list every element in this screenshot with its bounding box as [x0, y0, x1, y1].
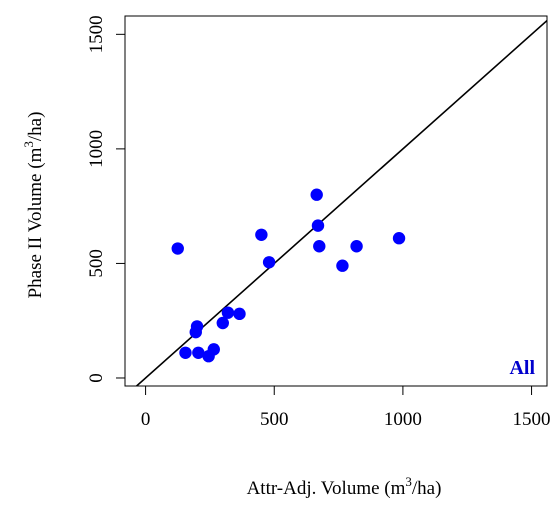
- data-point-1: [171, 242, 184, 255]
- x-axis-title-main: Attr-Adj. Volume (m: [247, 478, 406, 499]
- x-tick-label-1500: 1500: [513, 409, 551, 430]
- y-axis-title: Phase II Volume (m3/ha): [21, 112, 46, 299]
- data-point-17: [350, 240, 363, 253]
- data-point-2: [179, 346, 192, 359]
- data-point-14: [311, 219, 325, 232]
- x-tick-label-0: 0: [141, 409, 151, 430]
- plot-frame: [124, 15, 548, 387]
- data-point-13: [310, 188, 323, 201]
- data-points: [171, 188, 406, 363]
- y-tick-label-1500: 1500: [86, 15, 107, 53]
- data-point-11: [255, 228, 268, 241]
- data-point-10: [233, 307, 246, 321]
- data-point-5: [192, 346, 205, 359]
- data-point-16: [336, 259, 349, 272]
- y-tick-label-0: 0: [86, 373, 107, 383]
- y-axis-title-main: Phase II Volume (m: [25, 147, 46, 298]
- reference-line-layer: [136, 19, 547, 386]
- data-point-8: [216, 316, 229, 330]
- x-axis: 0 500 1000 1500: [141, 385, 551, 430]
- y-tick-label-500: 500: [86, 249, 107, 278]
- y-axis-title-end: /ha): [25, 112, 46, 142]
- data-point-4: [190, 320, 204, 333]
- x-axis-title-superscript: 3: [405, 474, 412, 489]
- y-axis: 0 500 1000 1500: [86, 15, 126, 383]
- panel-label: All: [509, 357, 535, 379]
- data-point-18: [392, 232, 406, 245]
- y-tick-label-1000: 1000: [86, 130, 107, 168]
- y-axis-title-superscript: 3: [21, 141, 36, 148]
- x-tick-label-500: 500: [260, 409, 289, 430]
- x-tick-label-1000: 1000: [384, 409, 422, 430]
- data-point-9: [221, 306, 235, 319]
- x-axis-title-end: /ha): [412, 478, 442, 499]
- x-axis-title: Attr-Adj. Volume (m3/ha): [247, 474, 442, 499]
- reference-line: [136, 19, 547, 386]
- data-point-7: [207, 343, 220, 356]
- data-point-15: [313, 240, 326, 253]
- data-point-12: [262, 256, 276, 269]
